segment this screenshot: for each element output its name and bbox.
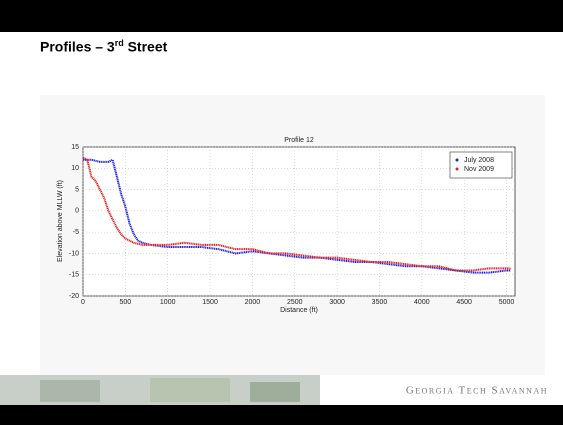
y-tick-label: -10 xyxy=(69,250,79,257)
legend-label: Nov 2009 xyxy=(464,166,494,173)
legend-label: July 2008 xyxy=(464,157,494,164)
footer-photo xyxy=(250,382,300,402)
y-tick-label: 15 xyxy=(71,144,79,151)
x-tick-label: 2000 xyxy=(245,299,261,306)
plot-title: Profile 12 xyxy=(284,137,314,144)
footer-photo xyxy=(40,380,100,402)
x-tick-label: 1000 xyxy=(160,299,176,306)
y-axis-label: Elevation above MLLW (ft) xyxy=(57,180,64,262)
x-tick-label: 0 xyxy=(81,299,85,306)
page: Profiles – 3rd Street Profile 12 Distanc… xyxy=(0,0,563,425)
x-axis-label: Distance (ft) xyxy=(280,307,318,314)
chart: Profile 12 Distance (ft) Elevation above… xyxy=(0,0,563,425)
footer: Georgia Tech Savannah xyxy=(0,375,548,405)
y-tick-label: 5 xyxy=(75,186,79,193)
x-tick-label: 5000 xyxy=(499,299,515,306)
x-tick-label: 1500 xyxy=(202,299,218,306)
y-tick-label: 10 xyxy=(71,165,79,172)
x-tick-label: 4000 xyxy=(414,299,430,306)
y-tick-label: -20 xyxy=(69,293,79,300)
y-tick-label: -5 xyxy=(73,229,79,236)
x-tick-label: 500 xyxy=(120,299,132,306)
x-tick-label: 4500 xyxy=(456,299,472,306)
footer-logo: Georgia Tech Savannah xyxy=(406,385,548,397)
legend-marker xyxy=(456,159,459,162)
legend-marker xyxy=(456,168,459,171)
x-tick-label: 3000 xyxy=(329,299,345,306)
footer-photo xyxy=(150,378,230,402)
y-tick-label: 0 xyxy=(75,208,79,215)
y-tick-label: -15 xyxy=(69,272,79,279)
x-tick-label: 3500 xyxy=(372,299,388,306)
x-tick-label: 2500 xyxy=(287,299,303,306)
